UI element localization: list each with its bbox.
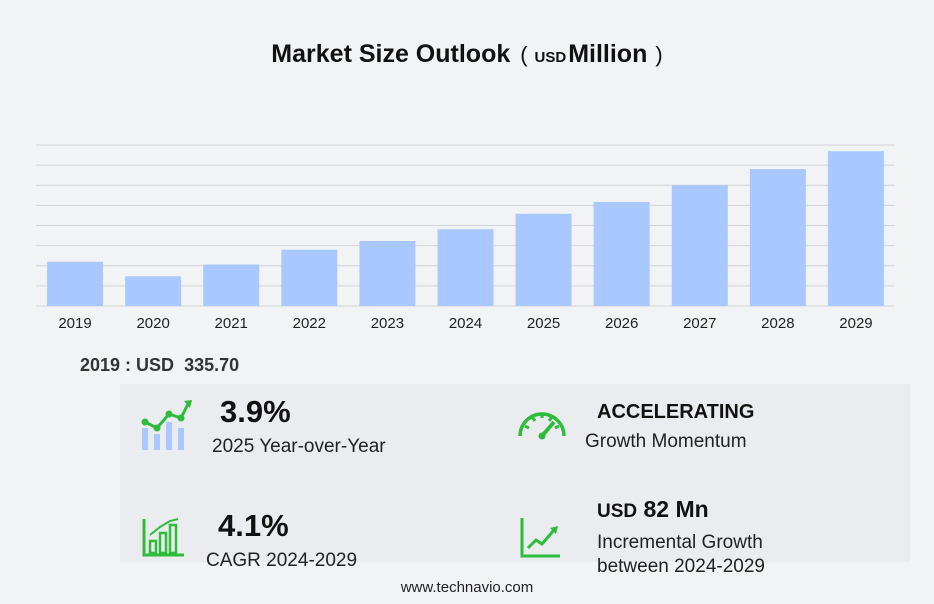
source-footer: www.technavio.com [400, 579, 534, 596]
title-paren-open: ( [520, 42, 528, 67]
x-tick-label: 2024 [449, 315, 482, 332]
bar-2020 [125, 276, 182, 306]
x-tick-label: 2021 [215, 315, 248, 332]
stat-cagr: 4.1% [218, 508, 289, 544]
stat-cagr-label-wrap: CAGR 2024-2029 [206, 550, 357, 572]
stat-yoy: 3.9% [220, 394, 291, 430]
title-unit: USD [534, 49, 567, 66]
momentum-label: Growth Momentum [585, 431, 747, 452]
incremental-value: 82 Mn [643, 496, 709, 522]
x-tick-label: 2028 [761, 315, 794, 332]
baseline-value: 2019 : USD 335.70 [80, 355, 239, 376]
cagr-value: 4.1% [218, 508, 289, 543]
incremental-prefix: USD [597, 501, 638, 522]
yoy-label: 2025 Year-over-Year [212, 436, 386, 457]
bar-2024 [437, 229, 494, 306]
title-scale: Million [568, 40, 648, 68]
chart-title: Market Size Outlook ( USDMillion) [0, 40, 934, 69]
bar-2026 [593, 201, 650, 306]
bar-2022 [281, 249, 338, 306]
x-tick-label: 2029 [839, 315, 872, 332]
growth-bars-icon [141, 400, 192, 450]
bar-2023 [359, 240, 416, 306]
yoy-value: 3.9% [220, 394, 291, 429]
title-main: Market Size Outlook [271, 40, 511, 68]
trend-line-icon [520, 518, 560, 558]
bar-2019 [47, 261, 104, 306]
incremental-label-2: between 2024-2029 [597, 556, 765, 577]
x-tick-label: 2025 [527, 315, 560, 332]
x-tick-label: 2020 [136, 315, 169, 332]
stat-momentum-label-wrap: Growth Momentum [585, 431, 747, 453]
incremental-label-1: Incremental Growth [597, 532, 763, 553]
bar-chart: 2019 2020 2021 2022 2023 2024 2025 2026 2027 2028… [36, 144, 895, 332]
stat-yoy-label-wrap: 2025 Year-over-Year [212, 436, 386, 458]
bar-chart-icon [142, 518, 184, 557]
bar-2028 [749, 169, 806, 306]
x-tick-label: 2019 [58, 315, 91, 332]
title-paren-close: ) [655, 42, 663, 67]
stat-incremental: USD 82 Mn [597, 496, 709, 523]
bar-2021 [203, 264, 260, 306]
baseline-number: 335.70 [184, 355, 240, 375]
stat-incremental-label-wrap: Incremental Growth between 2024-2029 [597, 531, 765, 579]
bar-2025 [515, 213, 572, 306]
baseline-unit: USD [136, 355, 175, 375]
x-tick-label: 2023 [371, 315, 404, 332]
baseline-year: 2019 [80, 355, 121, 375]
cagr-label: CAGR 2024-2029 [206, 550, 358, 571]
x-tick-label: 2026 [605, 315, 638, 332]
x-tick-label: 2027 [683, 315, 716, 332]
bar-2029 [827, 151, 884, 306]
stat-momentum: ACCELERATING [597, 401, 754, 424]
speedometer-icon [518, 412, 566, 440]
baseline-sep: : [120, 355, 137, 375]
momentum-value: ACCELERATING [597, 401, 755, 423]
stats-panel [120, 384, 910, 562]
x-tick-label: 2022 [293, 315, 326, 332]
bar-2027 [671, 185, 728, 306]
